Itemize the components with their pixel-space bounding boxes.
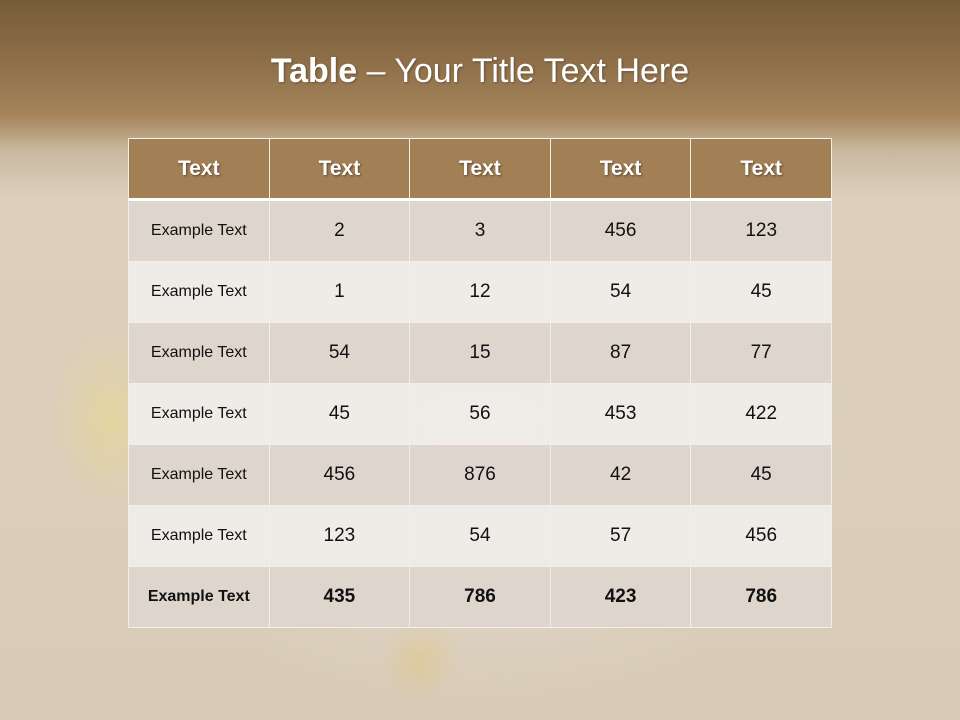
table-cell: 456 — [690, 505, 832, 567]
table-cell: 3 — [409, 199, 551, 262]
column-header: Text — [128, 138, 270, 201]
table-cell: 786 — [409, 566, 551, 628]
table-cell: 786 — [690, 566, 832, 628]
table-cell: 12 — [409, 261, 551, 323]
table-row: Example Text 2 3 456 123 — [128, 199, 832, 262]
row-label: Example Text — [128, 199, 270, 262]
table-cell: 435 — [268, 566, 411, 628]
table-cell: 57 — [549, 505, 692, 567]
table-cell: 45 — [268, 383, 411, 445]
row-label: Example Text — [128, 322, 270, 384]
table-row: Example Text 54 15 87 77 — [128, 322, 832, 384]
table-cell: 2 — [268, 199, 411, 262]
header-row: Text Text Text Text Text — [128, 138, 832, 201]
row-label: Example Text — [128, 505, 270, 567]
row-label: Example Text — [128, 261, 270, 323]
table-cell: 1 — [268, 261, 411, 323]
table-cell: 45 — [690, 261, 832, 323]
table-cell: 15 — [409, 322, 551, 384]
slide-title: Table – Your Title Text Here — [0, 52, 960, 91]
table-cell: 42 — [549, 444, 692, 506]
table-cell: 876 — [409, 444, 551, 506]
table-cell: 453 — [549, 383, 692, 445]
column-header: Text — [409, 138, 551, 201]
row-label: Example Text — [128, 383, 270, 445]
total-row: Example Text 435 786 423 786 — [128, 566, 832, 628]
table-row: Example Text 1 12 54 45 — [128, 261, 832, 323]
table-cell: 56 — [409, 383, 551, 445]
column-header: Text — [549, 138, 692, 201]
table-cell: 456 — [268, 444, 411, 506]
table-cell: 123 — [690, 199, 832, 262]
column-header: Text — [268, 138, 411, 201]
table-cell: 45 — [690, 444, 832, 506]
title-rest: – Your Title Text Here — [357, 52, 690, 90]
table-cell: 77 — [690, 322, 832, 384]
table-cell: 54 — [409, 505, 551, 567]
table-cell: 54 — [549, 261, 692, 323]
table-row: Example Text 123 54 57 456 — [128, 505, 832, 567]
row-label: Example Text — [128, 444, 270, 506]
table-cell: 123 — [268, 505, 411, 567]
row-label: Example Text — [128, 566, 270, 628]
title-bold: Table — [270, 52, 358, 90]
table-cell: 422 — [690, 383, 832, 445]
table-cell: 54 — [268, 322, 411, 384]
table-cell: 87 — [549, 322, 692, 384]
table-row: Example Text 456 876 42 45 — [128, 444, 832, 506]
table-cell: 456 — [549, 199, 692, 262]
table-cell: 423 — [549, 566, 692, 628]
table-row: Example Text 45 56 453 422 — [128, 383, 832, 445]
data-table: Text Text Text Text Text Example Text 2 3 4… — [128, 138, 832, 628]
column-header: Text — [690, 138, 832, 201]
